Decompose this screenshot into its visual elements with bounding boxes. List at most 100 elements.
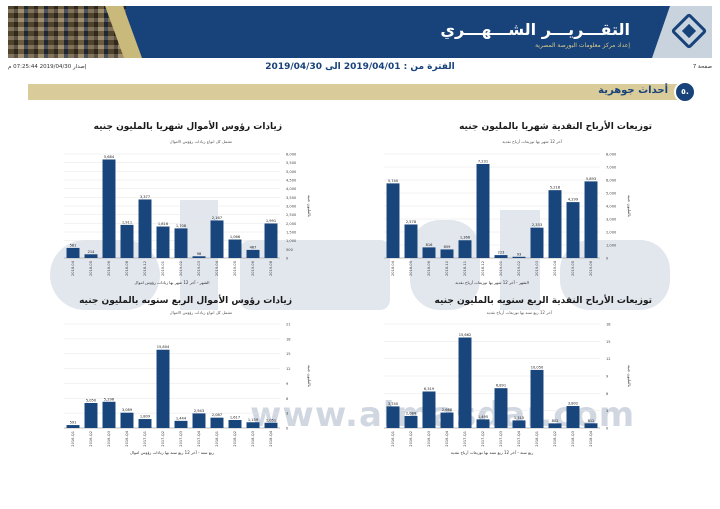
bar-value-label: 3,740	[388, 402, 399, 406]
bar-value-label: 1,809	[140, 415, 151, 419]
bar	[228, 419, 242, 428]
bar	[192, 413, 206, 428]
y-tick-label: 3,500	[286, 196, 297, 200]
chart-subtitle: آخر 12 ربع سنة بها توزيعات أرباح نقدية	[486, 310, 552, 315]
bar	[264, 422, 278, 428]
x-tick-label: 2018-Q1	[215, 431, 219, 447]
bar-value-label: 1,159	[248, 418, 259, 422]
y-tick-label: 2,000	[286, 222, 297, 226]
x-tick-label: 2019-03	[535, 261, 539, 276]
x-tick-label: 2016-Q1	[391, 431, 395, 447]
bar	[494, 388, 508, 428]
bar-value-label: 802	[552, 419, 559, 423]
bar	[66, 425, 80, 428]
y-tick-label: 1,000	[286, 239, 297, 243]
x-tick-label: 2018-10	[445, 260, 449, 276]
bar-value-label: 2,943	[194, 409, 204, 413]
bar	[210, 417, 224, 428]
bar-value-label: 15,662	[459, 333, 472, 337]
bar	[246, 249, 260, 258]
bar-value-label: 15,804	[157, 345, 170, 349]
bar-value-label: 5,218	[550, 186, 561, 190]
y-axis-title: بالمليون جنيه	[627, 195, 632, 217]
bar	[548, 190, 562, 258]
bar-value-label: 10,050	[531, 365, 544, 369]
issue-timestamp: إصدار 2019/04/30 07:25:44 م	[8, 64, 87, 70]
bar-value-label: 4,299	[568, 198, 579, 202]
chart-quarterly-dividends: توزيعات الأرباح النقدية الربع سنويه بالم…	[362, 296, 662, 466]
bar-value-label: 5,893	[586, 177, 596, 181]
y-tick-label: 6	[606, 392, 609, 396]
x-tick-label: 2017-Q3	[179, 431, 183, 447]
bar	[156, 226, 170, 258]
y-tick-label: 12	[286, 367, 291, 371]
y-tick-label: 6	[286, 397, 289, 401]
chart-monthly-capital-increase: زيادات رؤوس الأموال شهريا بالمليون جنيه …	[42, 122, 342, 292]
bar	[512, 420, 526, 428]
y-tick-label: 2,000	[606, 231, 617, 235]
x-tick-label: 2018-08	[125, 260, 129, 276]
x-tick-label: 2018-Q2	[233, 431, 237, 447]
bar-value-label: 214	[88, 250, 96, 254]
bar-value-label: 1,708	[176, 224, 187, 228]
bar-value-label: 6,891	[496, 384, 506, 388]
y-tick-label: 21	[286, 323, 291, 327]
bar-value-label: 1,315	[514, 416, 524, 420]
bar	[120, 224, 134, 258]
bar	[440, 412, 454, 428]
chart-subtitle: آخر 12 شهر بها توزيعات أرباح نقدية	[502, 139, 562, 144]
chart-plot: 0 500 1,000 1,500 2,000 2,500 3,000 3,500 4,000 4…	[64, 153, 312, 285]
bar	[458, 240, 472, 258]
x-tick-label: 2017-Q2	[481, 431, 485, 447]
chart-subtitle: تشمل كل انواع زيادات رؤوس الاموال	[169, 310, 232, 315]
bar-value-label: 2,668	[442, 408, 453, 412]
bar-value-label: 1,617	[230, 415, 240, 419]
x-tick-label: 2019-03	[197, 261, 201, 276]
y-tick-label: 6,000	[286, 153, 297, 157]
y-tick-label: 6,000	[606, 179, 617, 183]
x-tick-label: 2018-Q1	[535, 431, 539, 447]
page-number: صفحة 7	[692, 64, 712, 70]
y-tick-label: 8,000	[606, 153, 617, 157]
bar-value-label: 1,816	[158, 222, 169, 226]
bar-value-label: 2,087	[212, 413, 222, 417]
y-tick-label: 2,500	[286, 213, 297, 217]
chart-plot: 0 3 6 9 12 15 18 21 بالمليون جنيه 591 2016-Q1 5,050…	[64, 323, 312, 455]
bar	[494, 255, 508, 258]
bar-value-label: 93	[517, 252, 522, 256]
bar-value-label: 1,991	[266, 219, 276, 223]
y-tick-label: 15	[606, 340, 611, 344]
bar-value-label: 591	[70, 421, 77, 425]
y-tick-label: 0	[286, 257, 289, 261]
bar	[566, 406, 580, 428]
bar	[192, 256, 206, 258]
bar	[120, 412, 134, 428]
x-tick-label: 2018-05	[89, 261, 93, 276]
bar-value-label: 3,089	[122, 408, 133, 412]
y-tick-label: 4,000	[606, 205, 617, 209]
logo-icon	[670, 12, 708, 50]
bar	[530, 369, 544, 428]
y-tick-label: 0	[606, 427, 609, 431]
bar	[156, 349, 170, 428]
report-title: التقـــريـــر الشـــهـــري	[440, 20, 630, 39]
bar	[264, 223, 278, 258]
bar-value-label: 2,167	[212, 216, 222, 220]
period-label: الفترة من : 2019/04/01 الى 2019/04/30	[265, 62, 455, 72]
bar	[404, 224, 418, 258]
bar-value-label: 1,051	[266, 418, 276, 422]
bar	[66, 247, 80, 258]
y-axis-title: بالمليون جنيه	[307, 365, 312, 387]
x-tick-label: 2019-08	[269, 260, 273, 276]
bar-value-label: 3,802	[568, 402, 578, 406]
y-tick-label: 3	[286, 412, 288, 416]
bar-value-label: 3,377	[140, 195, 150, 199]
bar	[530, 227, 544, 258]
bar	[246, 422, 260, 428]
y-tick-label: 5,500	[286, 161, 297, 165]
x-tick-label: 2019-02	[517, 261, 521, 276]
chart-subtitle: تشمل كل انواع زيادات رؤوس الاموال	[169, 139, 232, 144]
bar	[228, 239, 242, 258]
x-tick-label: 2018-Q3	[251, 431, 255, 447]
x-tick-label: 2018-Q2	[553, 431, 557, 447]
